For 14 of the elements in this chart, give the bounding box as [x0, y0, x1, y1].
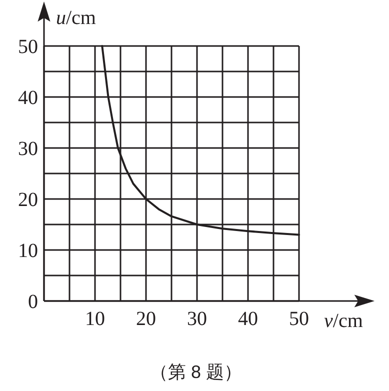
x-tick-label: 30: [187, 308, 207, 330]
x-tick-label: 10: [85, 308, 105, 330]
y-tick-label: 0: [28, 291, 38, 313]
x-tick-label: 20: [136, 308, 156, 330]
x-axis-title: v/cm: [324, 310, 364, 332]
x-tick-label: 50: [289, 308, 309, 330]
y-tick-label: 20: [18, 189, 38, 211]
y-tick-label: 10: [18, 240, 38, 262]
y-tick-label: 50: [18, 36, 38, 58]
text: （第 8 题）: [150, 362, 242, 382]
y-tick-label: 40: [18, 87, 38, 109]
y-axis-title: u/cm: [56, 7, 96, 29]
x-tick-label: 40: [238, 308, 258, 330]
y-tick-label: 30: [18, 138, 38, 160]
